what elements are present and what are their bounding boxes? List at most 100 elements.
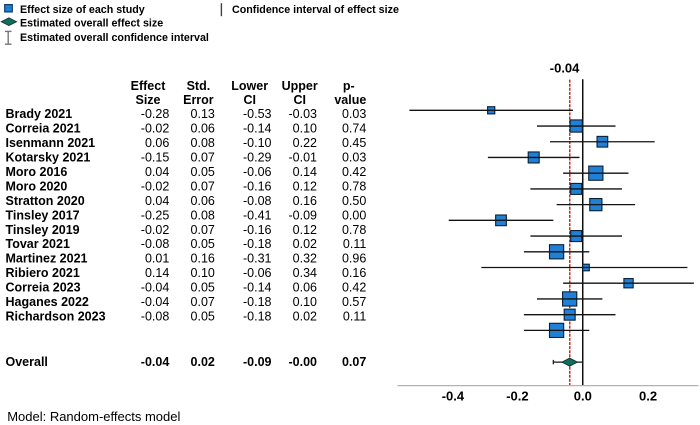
svg-text:0.07: 0.07 <box>191 223 215 237</box>
svg-text:-0.18: -0.18 <box>243 310 272 324</box>
svg-text:-0.06: -0.06 <box>243 165 272 179</box>
svg-text:-0.02: -0.02 <box>141 223 170 237</box>
svg-text:CI: CI <box>293 93 306 107</box>
svg-text:0.14: 0.14 <box>293 165 317 179</box>
svg-text:-0.16: -0.16 <box>243 179 272 193</box>
svg-text:0.06: 0.06 <box>191 194 215 208</box>
svg-text:Moro 2020: Moro 2020 <box>6 179 68 193</box>
svg-text:value: value <box>334 93 366 107</box>
svg-text:0.13: 0.13 <box>191 107 215 121</box>
svg-text:0.08: 0.08 <box>191 208 215 222</box>
svg-text:p-: p- <box>343 79 355 93</box>
svg-text:Ribiero 2021: Ribiero 2021 <box>6 266 80 280</box>
svg-text:0.03: 0.03 <box>342 150 366 164</box>
svg-text:-0.02: -0.02 <box>141 122 170 136</box>
svg-text:Effect size of each study: Effect size of each study <box>20 4 145 16</box>
svg-text:0.02: 0.02 <box>293 237 317 251</box>
svg-text:Upper: Upper <box>282 79 318 93</box>
svg-text:-0.02: -0.02 <box>141 179 170 193</box>
svg-text:Richardson 2023: Richardson 2023 <box>6 310 106 324</box>
svg-text:0.01: 0.01 <box>145 252 169 266</box>
svg-text:0.07: 0.07 <box>191 295 215 309</box>
svg-text:0.45: 0.45 <box>342 136 366 150</box>
svg-text:0.07: 0.07 <box>342 355 366 369</box>
svg-text:-0.00: -0.00 <box>289 355 318 369</box>
svg-text:0.74: 0.74 <box>342 122 366 136</box>
svg-text:0.16: 0.16 <box>191 252 215 266</box>
svg-text:-0.2: -0.2 <box>506 389 528 404</box>
svg-text:0.42: 0.42 <box>342 281 366 295</box>
svg-text:0.0: 0.0 <box>574 389 592 404</box>
svg-text:-0.53: -0.53 <box>243 107 272 121</box>
svg-text:Isenmann 2021: Isenmann 2021 <box>6 136 96 150</box>
svg-text:-0.06: -0.06 <box>243 266 272 280</box>
svg-text:0.08: 0.08 <box>191 136 215 150</box>
svg-text:Tinsley 2019: Tinsley 2019 <box>6 223 80 237</box>
svg-text:-0.09: -0.09 <box>289 208 318 222</box>
svg-text:0.00: 0.00 <box>342 208 366 222</box>
svg-text:Lower: Lower <box>231 79 268 93</box>
svg-text:0.11: 0.11 <box>343 310 366 324</box>
svg-text:-0.15: -0.15 <box>141 150 170 164</box>
svg-text:0.42: 0.42 <box>342 165 366 179</box>
svg-text:0.05: 0.05 <box>191 281 215 295</box>
svg-text:-0.14: -0.14 <box>243 122 272 136</box>
svg-text:-0.04: -0.04 <box>141 295 170 309</box>
svg-text:0.04: 0.04 <box>145 165 169 179</box>
svg-text:Stratton 2020: Stratton 2020 <box>6 194 85 208</box>
svg-text:0.10: 0.10 <box>191 266 215 280</box>
svg-text:-0.04: -0.04 <box>141 355 170 369</box>
svg-text:0.78: 0.78 <box>342 179 366 193</box>
svg-text:0.10: 0.10 <box>293 122 317 136</box>
svg-text:0.12: 0.12 <box>293 179 317 193</box>
svg-text:0.10: 0.10 <box>293 295 317 309</box>
svg-text:0.78: 0.78 <box>342 223 366 237</box>
svg-text:Tinsley 2017: Tinsley 2017 <box>6 208 80 222</box>
svg-text:0.34: 0.34 <box>293 266 317 280</box>
svg-text:0.12: 0.12 <box>293 223 317 237</box>
svg-text:0.50: 0.50 <box>342 194 366 208</box>
svg-text:Effect: Effect <box>131 79 167 93</box>
svg-text:0.14: 0.14 <box>145 266 169 280</box>
svg-text:Error: Error <box>183 93 214 107</box>
svg-text:-0.14: -0.14 <box>243 281 272 295</box>
svg-text:Estimated overall confidence i: Estimated overall confidence interval <box>20 32 209 44</box>
svg-text:-0.08: -0.08 <box>141 310 170 324</box>
svg-text:0.06: 0.06 <box>191 122 215 136</box>
svg-text:Model: Random-effects model: Model: Random-effects model <box>7 409 180 424</box>
svg-text:0.06: 0.06 <box>145 136 169 150</box>
svg-text:Moro 2016: Moro 2016 <box>6 165 68 179</box>
svg-text:Tovar 2021: Tovar 2021 <box>6 237 70 251</box>
svg-text:-0.29: -0.29 <box>243 150 272 164</box>
svg-text:CI: CI <box>243 93 256 107</box>
svg-text:0.2: 0.2 <box>639 389 657 404</box>
svg-text:-0.04: -0.04 <box>550 61 580 76</box>
svg-text:-0.4: -0.4 <box>442 389 465 404</box>
svg-text:-0.31: -0.31 <box>243 252 272 266</box>
svg-text:-0.18: -0.18 <box>243 237 272 251</box>
svg-text:0.57: 0.57 <box>342 295 366 309</box>
svg-text:Haganes 2022: Haganes 2022 <box>6 295 89 309</box>
svg-text:-0.28: -0.28 <box>141 107 170 121</box>
svg-text:-0.41: -0.41 <box>243 208 272 222</box>
svg-text:0.06: 0.06 <box>293 281 317 295</box>
svg-text:-0.08: -0.08 <box>141 237 170 251</box>
svg-text:0.96: 0.96 <box>342 252 366 266</box>
svg-text:0.16: 0.16 <box>342 266 366 280</box>
svg-text:-0.03: -0.03 <box>289 107 318 121</box>
svg-text:-0.01: -0.01 <box>289 150 318 164</box>
svg-text:0.05: 0.05 <box>191 310 215 324</box>
svg-text:Brady 2021: Brady 2021 <box>6 107 73 121</box>
svg-text:Kotarsky 2021: Kotarsky 2021 <box>6 150 91 164</box>
svg-text:-0.25: -0.25 <box>141 208 170 222</box>
svg-text:0.05: 0.05 <box>191 165 215 179</box>
svg-text:Size: Size <box>135 93 160 107</box>
svg-text:0.03: 0.03 <box>342 107 366 121</box>
svg-text:-0.18: -0.18 <box>243 295 272 309</box>
svg-text:Correia 2023: Correia 2023 <box>6 281 81 295</box>
svg-text:0.07: 0.07 <box>191 179 215 193</box>
svg-text:0.07: 0.07 <box>191 150 215 164</box>
svg-text:-0.04: -0.04 <box>141 281 170 295</box>
svg-text:-0.08: -0.08 <box>243 194 272 208</box>
svg-text:Martinez 2021: Martinez 2021 <box>6 252 88 266</box>
